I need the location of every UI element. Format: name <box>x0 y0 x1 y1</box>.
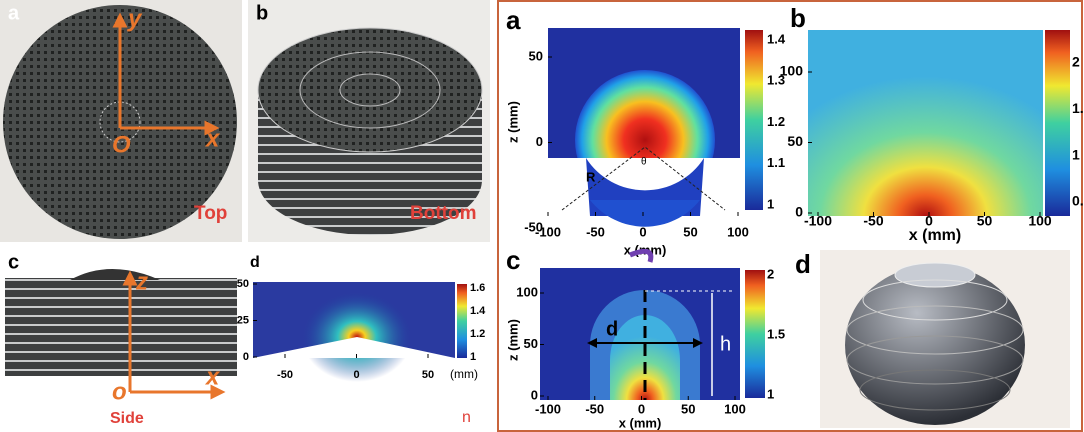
axis-label: y <box>127 5 143 32</box>
y-tick-label: 50 <box>787 133 803 149</box>
caption: Bottom <box>410 203 476 224</box>
y-tick-label: 1.5 <box>1072 100 1084 116</box>
heatmap-b <box>808 30 1070 216</box>
colorbar-label: n <box>462 409 471 426</box>
y-tick-label: 1 <box>767 386 774 401</box>
axis-label: x <box>204 363 221 390</box>
x-tick-label: 100 <box>727 224 749 239</box>
heatmap-c <box>540 251 765 400</box>
y-tick-label: 2 <box>767 266 774 281</box>
y-tick-label: 0 <box>243 351 249 363</box>
x-axis-label: x (mm) <box>619 415 662 430</box>
annotation: R <box>586 169 596 184</box>
x-tick-label: 50 <box>681 401 695 416</box>
y-tick-label: 2 <box>1072 54 1080 70</box>
x-tick-label: -50 <box>277 369 293 381</box>
y-tick-label: 1.4 <box>767 31 786 46</box>
panel-label: a <box>506 5 521 35</box>
heatmap-a <box>548 28 763 227</box>
y-tick-label: 1 <box>1072 146 1080 162</box>
x-tick-label: 100 <box>724 401 746 416</box>
annotation: h <box>720 333 731 355</box>
axis-label: z <box>135 268 148 295</box>
x-tick-label: 50 <box>422 369 434 381</box>
y-tick-label: 100 <box>516 284 538 299</box>
x-tick-label: -100 <box>535 401 561 416</box>
panel-label: b <box>256 2 268 24</box>
x-tick-label: -50 <box>586 224 605 239</box>
panel-label: b <box>790 3 806 33</box>
x-tick-label: 0 <box>638 401 645 416</box>
caption: Top <box>194 203 227 224</box>
y-tick-label: 25 <box>237 314 249 326</box>
heatmap-d <box>253 282 467 382</box>
y-tick-label: 50 <box>237 278 249 290</box>
y-tick-label: 1.1 <box>767 155 785 170</box>
origin-label: o <box>112 378 127 405</box>
axis-label: x <box>204 125 221 152</box>
y-tick-label: 1.2 <box>470 328 485 340</box>
y-tick-label: 1 <box>470 351 476 363</box>
panel-label: c <box>506 245 520 275</box>
x-tick-label: 50 <box>683 224 697 239</box>
y-tick-label: 0 <box>531 387 538 402</box>
origin-label: O <box>112 131 131 158</box>
photo-sphere <box>820 250 1070 428</box>
y-tick-label: 1.2 <box>767 114 785 129</box>
panel-label: c <box>8 251 19 273</box>
x-tick-label: -50 <box>585 401 604 416</box>
x-tick-label: 0 <box>353 369 359 381</box>
x-axis-label: x (mm) <box>909 227 961 244</box>
y-tick-label: 50 <box>529 48 543 63</box>
panel-label: a <box>8 2 20 24</box>
annotation: θ <box>641 157 647 168</box>
figure: a y x O Top b Bottom c z x o Side d (mm)… <box>0 0 1084 432</box>
y-axis-label: z (mm) <box>505 101 520 143</box>
panel-label: d <box>795 249 811 279</box>
y-axis-label: z (mm) <box>505 319 520 361</box>
y-tick-label: 1.5 <box>767 326 785 341</box>
annotation: d <box>606 318 618 340</box>
y-tick-label: 1.4 <box>470 305 486 317</box>
y-tick-label: 50 <box>524 336 538 351</box>
y-tick-label: 1.6 <box>470 282 485 294</box>
y-tick-label: 1 <box>767 196 774 211</box>
x-tick-label: 0 <box>639 224 646 239</box>
panel-label: d <box>250 254 260 271</box>
y-tick-label: 0.5 <box>1072 193 1084 209</box>
y-tick-label: 0 <box>536 134 543 149</box>
y-tick-label: 0 <box>795 204 803 220</box>
y-tick-label: 100 <box>780 63 804 79</box>
unit-label: (mm) <box>450 367 478 381</box>
caption: Side <box>110 410 144 427</box>
y-tick-label: -50 <box>524 219 543 234</box>
